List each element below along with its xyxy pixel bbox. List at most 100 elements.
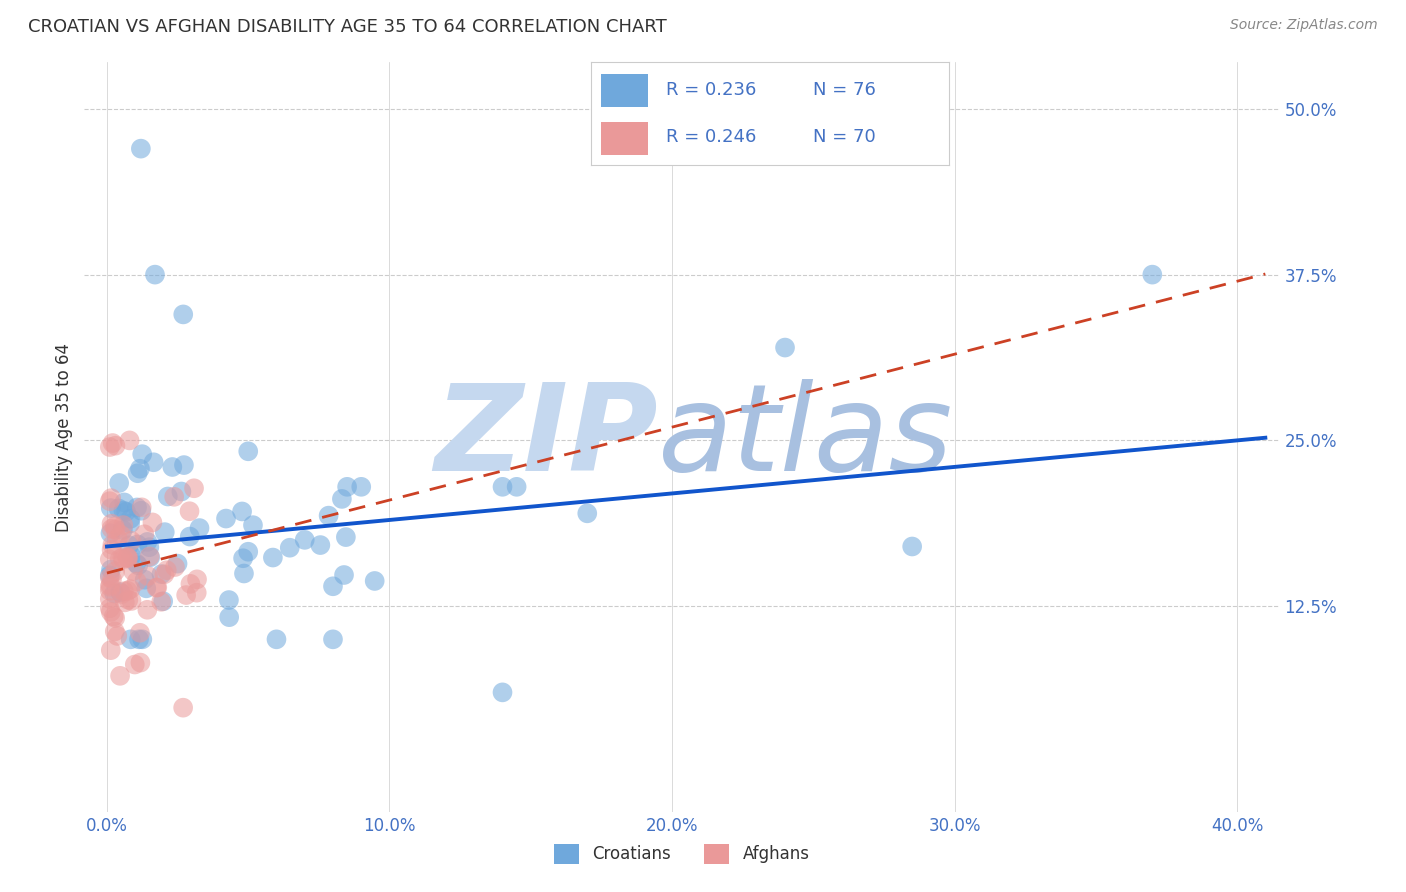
FancyBboxPatch shape [602,74,648,106]
Point [363,574,385,588]
Text: CROATIAN VS AFGHAN DISABILITY AGE 35 TO 64 CORRELATION CHART: CROATIAN VS AFGHAN DISABILITY AGE 35 TO … [28,18,666,36]
Point [322,579,344,593]
Point [491,480,513,494]
Point [117,550,139,565]
Point [110,527,132,541]
Text: N = 70: N = 70 [813,128,876,146]
Point [98,578,121,592]
Point [179,577,201,591]
Point [103,609,125,624]
Point [231,504,253,518]
Point [233,566,256,581]
Point [136,535,159,549]
Point [242,518,264,533]
Point [131,447,153,461]
Point [104,624,127,639]
Point [215,511,238,525]
Point [150,567,173,582]
Point [98,591,121,606]
Point [179,529,201,543]
Point [294,533,316,547]
Point [128,632,150,647]
Point [335,530,357,544]
Point [111,587,134,601]
Point [124,657,146,672]
Point [134,527,156,541]
Point [100,522,122,536]
Point [108,552,131,566]
Point [98,552,121,566]
Point [111,523,134,537]
Point [174,588,197,602]
Point [145,581,167,595]
Point [153,567,176,582]
Point [120,512,142,526]
Point [186,585,208,599]
Point [120,533,142,548]
Point [117,583,139,598]
Point [179,504,201,518]
Point [162,460,184,475]
Point [122,564,145,578]
Text: R = 0.246: R = 0.246 [666,128,756,146]
Point [238,545,260,559]
Point [232,551,254,566]
Point [100,562,122,576]
Point [127,467,149,481]
Point [170,484,193,499]
Point [134,573,156,587]
Point [101,436,124,450]
Point [146,580,169,594]
Point [98,568,121,582]
Point [330,491,353,506]
Point [112,584,135,599]
Point [333,568,356,582]
Point [141,516,163,530]
Point [101,572,124,586]
FancyBboxPatch shape [602,122,648,155]
Point [131,632,153,647]
Point [336,480,359,494]
Point [112,503,135,517]
Point [129,504,152,518]
Point [117,551,139,566]
Point [100,491,122,505]
Point [576,506,599,520]
Point [98,440,121,454]
Point [110,585,132,599]
Point [98,580,121,594]
Point [115,505,138,519]
Point [173,458,195,472]
Point [135,582,157,596]
Point [773,341,796,355]
Point [139,550,162,565]
Point [143,268,166,282]
Text: N = 76: N = 76 [813,81,876,99]
Point [138,540,160,554]
Point [350,480,373,494]
Point [108,669,131,683]
Point [117,550,139,565]
Point [100,501,122,516]
Text: Source: ZipAtlas.com: Source: ZipAtlas.com [1230,18,1378,32]
Point [98,601,121,615]
Point [491,685,513,699]
Point [150,595,173,609]
Point [156,563,179,577]
Point [266,632,288,647]
Point [131,500,153,515]
Point [125,500,148,515]
Point [121,594,143,608]
Point [117,592,139,607]
Point [136,569,159,583]
Point [278,541,301,555]
Point [129,625,152,640]
Point [120,632,142,647]
Point [163,560,186,574]
Text: ZIP: ZIP [434,378,658,496]
Point [156,490,179,504]
Point [105,629,128,643]
Y-axis label: Disability Age 35 to 64: Disability Age 35 to 64 [55,343,73,532]
Point [322,632,344,647]
Point [901,540,924,554]
